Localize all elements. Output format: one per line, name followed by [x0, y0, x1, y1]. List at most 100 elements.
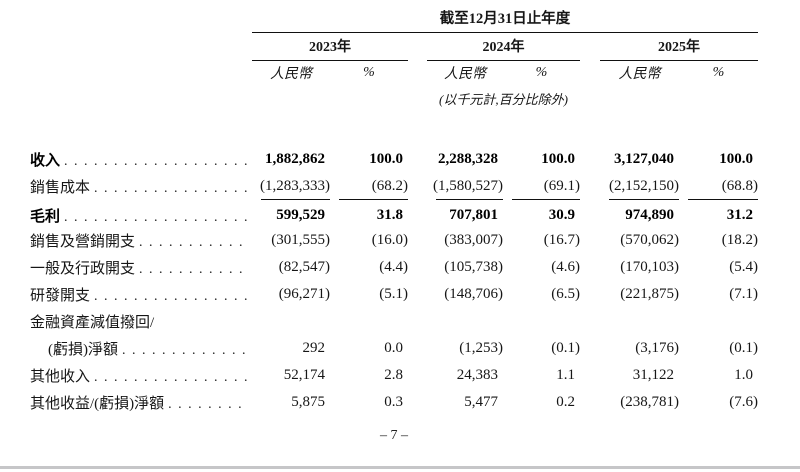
- value-cell: [252, 308, 330, 335]
- table-row-other-income: 其他收入 52,174 2.8 24,383 1.1 31,122 1.0: [30, 362, 758, 389]
- table-row-cost-of-sales: 銷售成本 (1,283,333) (68.2) (1,580,527) (69.…: [30, 173, 758, 200]
- value-cell: 0.3: [384, 394, 403, 410]
- value-cell: 100.0: [369, 151, 403, 167]
- value-cell: 3,127,040: [614, 151, 674, 167]
- row-label: 銷售及營銷開支: [30, 234, 136, 250]
- column-gap: [580, 32, 600, 60]
- row-label: 收入: [30, 153, 61, 169]
- column-gap: [408, 146, 427, 173]
- spacer-row: [30, 110, 758, 146]
- value-cell: (16.0): [371, 232, 408, 248]
- value-cell: 24,383: [456, 367, 498, 383]
- year-header-row: 2023年 2024年 2025年: [30, 32, 758, 61]
- column-gap: [408, 362, 427, 389]
- currency-header-2024: 人民幣: [444, 67, 486, 83]
- value-cell: 1,882,862: [265, 151, 325, 167]
- value-cell: (6.5): [551, 286, 580, 302]
- row-label-cell: 研發開支: [30, 281, 252, 308]
- unit-note: (以千元計,百分比除外): [439, 91, 568, 107]
- value-cell: (7.6): [729, 394, 758, 410]
- column-gap: [580, 173, 600, 200]
- page-number: – 7 –: [380, 428, 408, 443]
- value-cell: [427, 308, 503, 335]
- value-cell: (69.1): [503, 173, 580, 200]
- value-cell: [330, 308, 408, 335]
- column-gap: [580, 200, 600, 227]
- row-label-cell: 銷售成本: [30, 173, 252, 200]
- column-gap: [408, 200, 427, 227]
- column-gap: [580, 254, 600, 281]
- value-cell: (0.1): [729, 340, 758, 356]
- dot-leader: [139, 261, 249, 278]
- value-cell: (148,706): [444, 286, 503, 302]
- column-gap: [580, 389, 600, 416]
- column-gap: [580, 60, 600, 86]
- value-cell: 1.0: [734, 367, 753, 383]
- percent-header-2024: %: [535, 65, 548, 81]
- value-cell: [503, 308, 580, 335]
- dot-leader: [94, 288, 249, 305]
- value-cell: 100.0: [541, 151, 575, 167]
- value-cell: 0.2: [556, 394, 575, 410]
- percent-header-2025: %: [712, 65, 725, 81]
- percent-header-2023: %: [363, 65, 375, 81]
- year-label-2025: 2025年: [600, 32, 758, 61]
- row-label: 研發開支: [30, 288, 91, 304]
- year-label-2023: 2023年: [252, 32, 408, 61]
- row-label: 其他收益/(虧損)淨額: [30, 396, 165, 412]
- row-label-cell: 金融資產減值撥回/: [30, 308, 252, 335]
- table-row-impairment-line1: 金融資產減值撥回/: [30, 308, 758, 335]
- column-gap: [580, 335, 600, 362]
- table-row-general-admin: 一般及行政開支 (82,547) (4.4) (105,738) (4.6) (…: [30, 254, 758, 281]
- value-cell: (221,875): [620, 286, 679, 302]
- value-cell: (105,738): [444, 259, 503, 275]
- row-label-cell: 其他收益/(虧損)淨額: [30, 389, 252, 416]
- empty-cell: [600, 86, 758, 110]
- value-cell: (383,007): [444, 232, 503, 248]
- value-cell: (5.4): [729, 259, 758, 275]
- value-cell: 707,801: [449, 207, 498, 223]
- period-header: 截至12月31日止年度: [252, 4, 758, 33]
- value-cell: 2.8: [384, 367, 403, 383]
- column-gap: [580, 227, 600, 254]
- value-cell: (3,176): [635, 340, 679, 356]
- value-cell: (4.4): [379, 259, 408, 275]
- value-cell: (4.6): [551, 259, 580, 275]
- currency-header-2023: 人民幣: [270, 67, 312, 83]
- row-label-cell: 銷售及營銷開支: [30, 227, 252, 254]
- value-cell: 5,875: [291, 394, 325, 410]
- value-cell: (1,253): [459, 340, 503, 356]
- column-gap: [580, 146, 600, 173]
- value-cell: 599,529: [276, 207, 325, 223]
- column-gap: [408, 60, 427, 86]
- value-cell: 292: [302, 340, 326, 356]
- value-cell: 30.9: [548, 207, 575, 223]
- table-row-revenue: 收入 1,882,862 100.0 2,288,328 100.0 3,127…: [30, 146, 758, 173]
- row-label: 銷售成本: [30, 180, 91, 196]
- dot-leader: [64, 153, 249, 170]
- dot-leader: [122, 342, 249, 359]
- table-row-selling-marketing: 銷售及營銷開支 (301,555) (16.0) (383,007) (16.7…: [30, 227, 758, 254]
- financial-table: 截至12月31日止年度 2023年 2024年 2025年 人民幣 % 人民幣 …: [30, 4, 758, 416]
- value-cell: (96,271): [278, 286, 330, 302]
- column-gap: [408, 86, 427, 110]
- period-header-row: 截至12月31日止年度: [30, 4, 758, 33]
- value-cell: 2,288,328: [438, 151, 498, 167]
- value-cell: 974,890: [625, 207, 674, 223]
- dot-leader: [94, 180, 249, 197]
- value-cell: (301,555): [271, 232, 330, 248]
- table-row-impairment-line2: (虧損)淨額 292 0.0 (1,253) (0.1) (3,176) (0.…: [30, 335, 758, 362]
- unit-header-row: 人民幣 % 人民幣 % 人民幣 %: [30, 60, 758, 86]
- row-label-cell: 一般及行政開支: [30, 254, 252, 281]
- empty-cell: [30, 60, 252, 86]
- currency-header-2025: 人民幣: [618, 67, 661, 83]
- empty-cell: [30, 4, 252, 32]
- year-label-2024: 2024年: [427, 32, 580, 61]
- column-gap: [408, 308, 427, 335]
- row-label: 毛利: [30, 209, 61, 225]
- value-cell: (570,062): [620, 232, 679, 248]
- column-gap: [408, 389, 427, 416]
- empty-cell: [30, 86, 252, 110]
- row-label: 其他收入: [30, 369, 91, 385]
